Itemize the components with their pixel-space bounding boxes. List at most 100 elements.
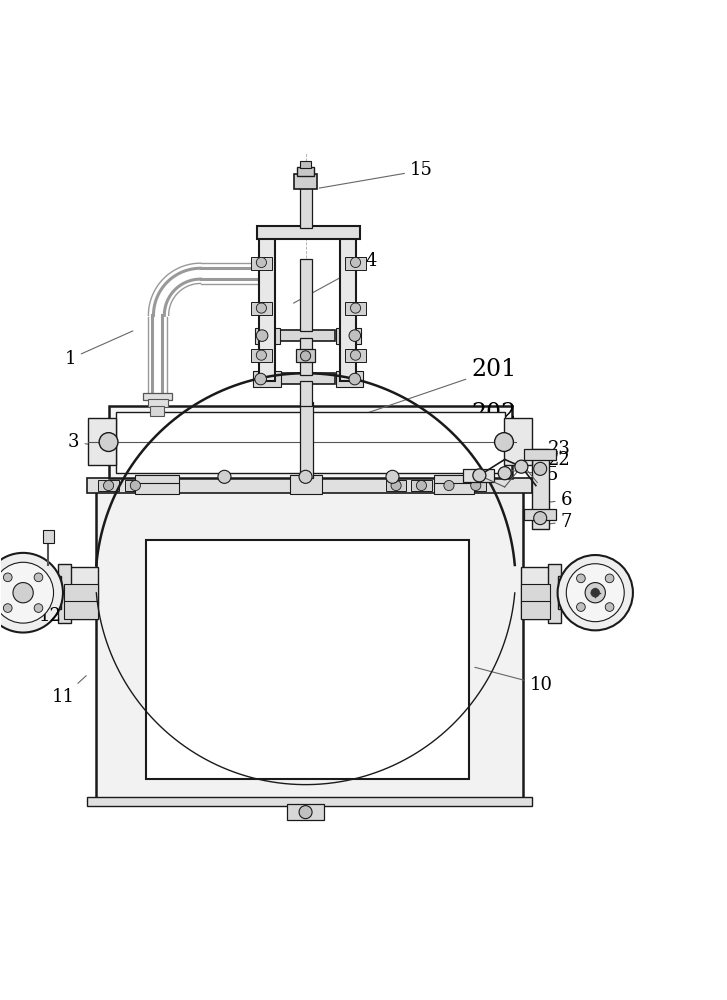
Bar [300, 259, 312, 331]
Bar [116, 412, 505, 473]
Circle shape [257, 303, 267, 313]
Bar [289, 475, 322, 494]
Circle shape [349, 373, 361, 385]
Bar [439, 480, 459, 491]
Bar [98, 480, 119, 491]
Bar [58, 564, 71, 623]
Circle shape [299, 470, 312, 483]
Circle shape [0, 553, 63, 633]
Bar [524, 449, 556, 460]
Text: 2: 2 [122, 419, 176, 437]
Bar [300, 381, 312, 406]
Bar [135, 475, 179, 486]
Bar [300, 338, 312, 375]
Bar [300, 161, 311, 168]
Circle shape [4, 573, 12, 582]
Circle shape [350, 257, 361, 268]
Circle shape [444, 480, 454, 491]
Circle shape [473, 469, 486, 482]
Circle shape [606, 603, 614, 611]
Bar [336, 371, 364, 387]
Bar [411, 480, 432, 491]
Circle shape [4, 604, 12, 612]
Text: 7: 7 [540, 513, 572, 531]
Bar [257, 226, 360, 239]
Bar [504, 418, 531, 465]
Circle shape [349, 330, 361, 341]
Text: 5: 5 [497, 466, 558, 484]
Text: 6: 6 [540, 491, 572, 509]
Circle shape [585, 583, 606, 603]
Bar [254, 371, 281, 387]
Text: 3: 3 [68, 433, 111, 451]
Bar [150, 406, 164, 416]
Bar [287, 804, 324, 820]
Circle shape [257, 257, 267, 268]
Bar [255, 328, 280, 344]
Bar [148, 399, 168, 407]
Bar [300, 186, 312, 228]
Text: 22: 22 [526, 451, 571, 469]
Text: 201: 201 [359, 358, 516, 416]
Circle shape [350, 303, 361, 313]
Circle shape [350, 350, 361, 360]
Circle shape [470, 480, 481, 491]
Bar [435, 475, 474, 486]
Text: 11: 11 [52, 676, 87, 706]
Circle shape [566, 564, 624, 622]
Bar [65, 567, 97, 619]
Bar [345, 349, 366, 362]
Circle shape [257, 330, 268, 341]
Circle shape [534, 462, 547, 475]
Circle shape [99, 433, 118, 451]
Bar [260, 236, 275, 381]
Circle shape [498, 467, 511, 480]
Bar [345, 302, 366, 315]
Circle shape [494, 433, 513, 451]
Circle shape [34, 604, 43, 612]
Circle shape [577, 603, 585, 611]
Circle shape [300, 351, 310, 361]
Circle shape [534, 512, 547, 525]
Circle shape [606, 574, 614, 583]
Bar [386, 480, 406, 491]
Text: 15: 15 [319, 161, 433, 188]
Bar [521, 584, 550, 603]
Bar [251, 257, 272, 270]
Bar [336, 328, 361, 344]
Circle shape [591, 588, 600, 597]
Bar [251, 349, 272, 362]
Circle shape [386, 470, 399, 483]
Bar [465, 480, 486, 491]
Circle shape [218, 470, 231, 483]
Circle shape [299, 806, 312, 819]
Bar [435, 483, 474, 494]
Circle shape [130, 480, 140, 491]
Bar [87, 478, 532, 493]
Bar [146, 540, 468, 779]
Bar [521, 601, 550, 619]
Text: 4: 4 [294, 252, 377, 303]
Circle shape [103, 480, 113, 491]
Bar [558, 576, 587, 609]
Bar [531, 449, 549, 529]
Bar [251, 302, 272, 315]
Bar [548, 564, 561, 623]
Circle shape [13, 583, 33, 603]
Bar [521, 567, 550, 619]
Circle shape [577, 574, 585, 583]
Text: 23: 23 [526, 440, 571, 458]
Bar [463, 469, 494, 482]
Bar [125, 480, 145, 491]
Bar [278, 373, 334, 384]
Bar [294, 174, 317, 189]
Text: 202: 202 [388, 402, 516, 445]
Text: 10: 10 [475, 667, 553, 694]
Bar [524, 509, 556, 520]
Bar [64, 601, 98, 619]
Circle shape [417, 480, 427, 491]
Bar [44, 530, 55, 543]
Bar [88, 418, 116, 465]
Bar [297, 167, 314, 176]
Circle shape [34, 573, 43, 582]
